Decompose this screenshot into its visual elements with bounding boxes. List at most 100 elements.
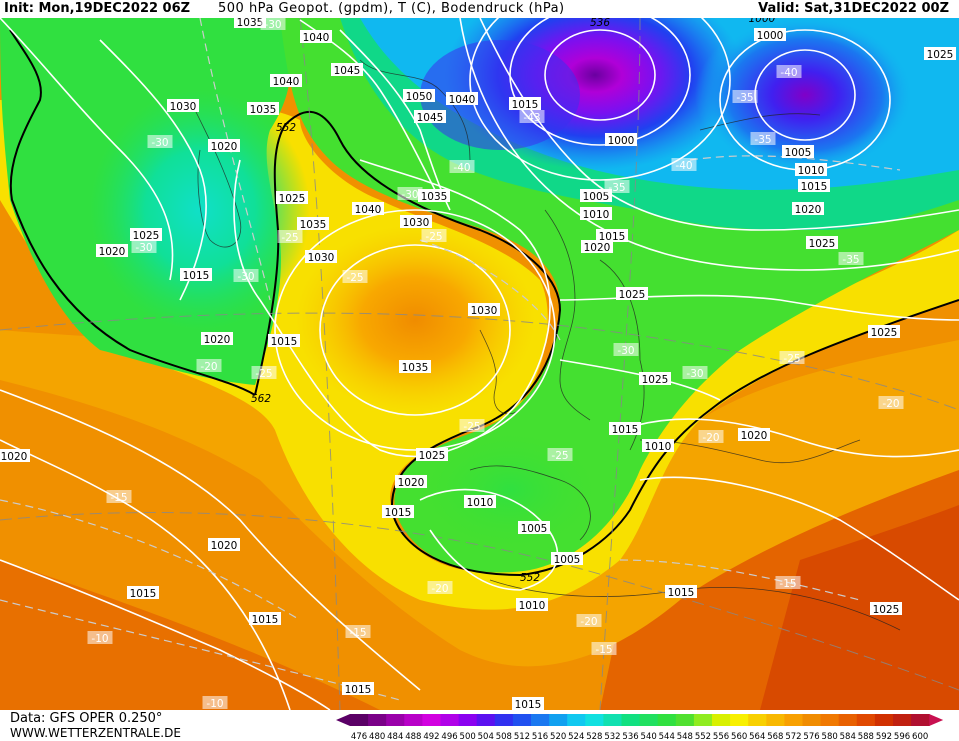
isobar-label-box (399, 360, 431, 373)
legend-value: 480 (369, 732, 385, 741)
legend-value: 600 (912, 732, 928, 741)
isobar-label-text: 1005 (521, 523, 548, 535)
isobar-label: 1015 (268, 334, 300, 348)
temperature-label-box (87, 631, 113, 644)
isobar-label-box (738, 428, 770, 441)
isobar-label: 1020 (395, 475, 427, 489)
isobar-label-box (418, 189, 450, 202)
legend-swatch (440, 714, 460, 726)
legend-value: 524 (568, 732, 584, 741)
temperature-label: -25 (277, 230, 303, 244)
isobar-label-text: 1010 (467, 497, 494, 509)
isobar-label-text: 1040 (355, 204, 382, 216)
temperature-label-box (397, 187, 423, 200)
legend-value: 556 (713, 732, 729, 741)
temperature-label-text: -25 (425, 231, 442, 243)
temperature-label-box (698, 430, 724, 443)
isobar-label-box (352, 202, 384, 215)
isobar-label-box (596, 229, 628, 242)
isobar-label-text: 1020 (1, 451, 28, 463)
legend-value: 492 (423, 732, 439, 741)
temperature-label-box (233, 269, 259, 282)
legend-swatch (712, 714, 731, 726)
temperature-label: -20 (427, 581, 453, 595)
legend-swatch (784, 714, 803, 726)
isobar-label: 1045 (414, 110, 446, 124)
temperature-label: -30 (682, 366, 708, 380)
temperature-labels: -30 -30 -30 -30 -25 -30 -25 -25 -40 -43 -35 -40 -40 -… (87, 18, 904, 710)
isobar-label-box (305, 250, 337, 263)
isobar-label-text: 1030 (170, 101, 197, 113)
temperature-label-box (277, 230, 303, 243)
isobar-label: 1010 (642, 439, 674, 453)
temperature-label-text: -15 (349, 627, 366, 639)
temperature-label-text: -20 (431, 583, 448, 595)
isobar-label: 1025 (616, 287, 648, 301)
temperature-label: -30 (233, 269, 259, 283)
temperature-label-text: -20 (580, 616, 597, 628)
temperature-label-box (776, 65, 802, 78)
isobar-label-box (96, 244, 128, 257)
legend-swatch (802, 714, 822, 726)
color-legend: 476 480 484 488 492 496 500 504 508 512 516 520 524 5… (336, 714, 944, 741)
isobar-label-text: 1040 (449, 94, 476, 106)
temperature-label: -25 (547, 448, 573, 462)
isobar-label-text: 1005 (583, 191, 610, 203)
temperature-label-text: -25 (551, 450, 568, 462)
isobar-label: 1010 (516, 598, 548, 612)
isobar-label: 1005 (782, 145, 814, 159)
isobar-label-box (464, 495, 496, 508)
legend-value: 496 (441, 732, 457, 741)
legend-swatch (820, 714, 840, 726)
isobar-label: 1030 (305, 250, 337, 264)
temperature-label-box (878, 396, 904, 409)
isobar-label-box (609, 422, 641, 435)
temperature-label-box (449, 160, 475, 173)
legend-value: 544 (659, 732, 675, 741)
temperature-label-text: -15 (110, 492, 127, 504)
isobar-label-box (400, 215, 432, 228)
isobar-label: 1020 (581, 240, 613, 254)
temperature-label-text: -25 (281, 232, 298, 244)
isobar-label: 1025 (870, 602, 902, 616)
isobar-label-box (331, 63, 363, 76)
isobar-label-text: 1010 (519, 600, 546, 612)
legend-value: 520 (550, 732, 566, 741)
temperature-label: -35 (604, 180, 630, 194)
isobar-label-text: 1025 (642, 374, 669, 386)
legend-swatch (911, 714, 930, 726)
temperature-label: -25 (342, 270, 368, 284)
temperature-label-text: -30 (686, 368, 703, 380)
map-header: Init: Mon,19DEC2022 06Z 500 hPa Geopot. … (0, 0, 959, 18)
geopotential-label-text: 552 (520, 572, 540, 584)
valid-time: Valid: Sat,31DEC2022 00Z (758, 1, 949, 16)
isobar-label-box (868, 325, 900, 338)
isobar-label-text: 1045 (417, 112, 444, 124)
init-time: Init: Mon,19DEC2022 06Z (4, 1, 191, 16)
isobar-label-text: 1020 (398, 477, 425, 489)
isobar-label-box (509, 97, 541, 110)
isobar-label-text: 1015 (515, 699, 542, 710)
isobar-label-box (201, 332, 233, 345)
temperature-label-text: -25 (783, 353, 800, 365)
legend-swatch (494, 714, 514, 726)
isobar-label-text: 1015 (512, 99, 539, 111)
temperature-label-text: -40 (675, 160, 692, 172)
isobar-label-text: 1015 (271, 336, 298, 348)
isobar-label: 1015 (798, 179, 830, 193)
temperature-label-text: -30 (237, 271, 254, 283)
legend-swatch (458, 714, 478, 726)
legend-value: 516 (532, 732, 548, 741)
isobar-label: 1025 (806, 236, 838, 250)
isobar-label-text: 1015 (668, 587, 695, 599)
website-credit: WWW.WETTERZENTRALE.DE (10, 726, 181, 740)
legend-swatch (693, 714, 713, 726)
isobar-label-text: 1015 (183, 270, 210, 282)
isobar-label: 1015 (512, 697, 544, 710)
temperature-label: -30 (147, 135, 173, 149)
temperature-label-box (604, 180, 630, 193)
isobar-label-text: 1025 (809, 238, 836, 250)
legend-value: 540 (641, 732, 657, 741)
isobar-label: 1010 (795, 163, 827, 177)
isobar-label-text: 1015 (252, 614, 279, 626)
